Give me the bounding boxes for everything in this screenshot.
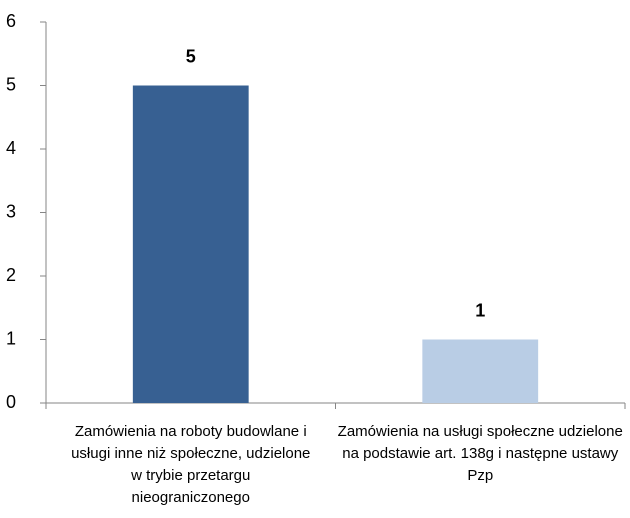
x-tick-label: Zamówienia na roboty budowlane i usługi … [71, 423, 311, 506]
data-label: 5 [186, 46, 196, 66]
y-tick-label: 4 [6, 138, 16, 158]
y-tick-label: 6 [6, 11, 16, 31]
y-tick-label: 0 [6, 392, 16, 412]
y-tick-label: 1 [6, 328, 16, 348]
bar [132, 85, 249, 403]
y-tick-label: 3 [6, 201, 16, 221]
x-tick-label: Zamówienia na usługi społeczne udzielone… [337, 423, 623, 484]
bar [422, 339, 539, 403]
y-tick-label: 2 [6, 265, 16, 285]
data-label: 1 [475, 300, 485, 320]
y-tick-label: 5 [6, 74, 16, 94]
